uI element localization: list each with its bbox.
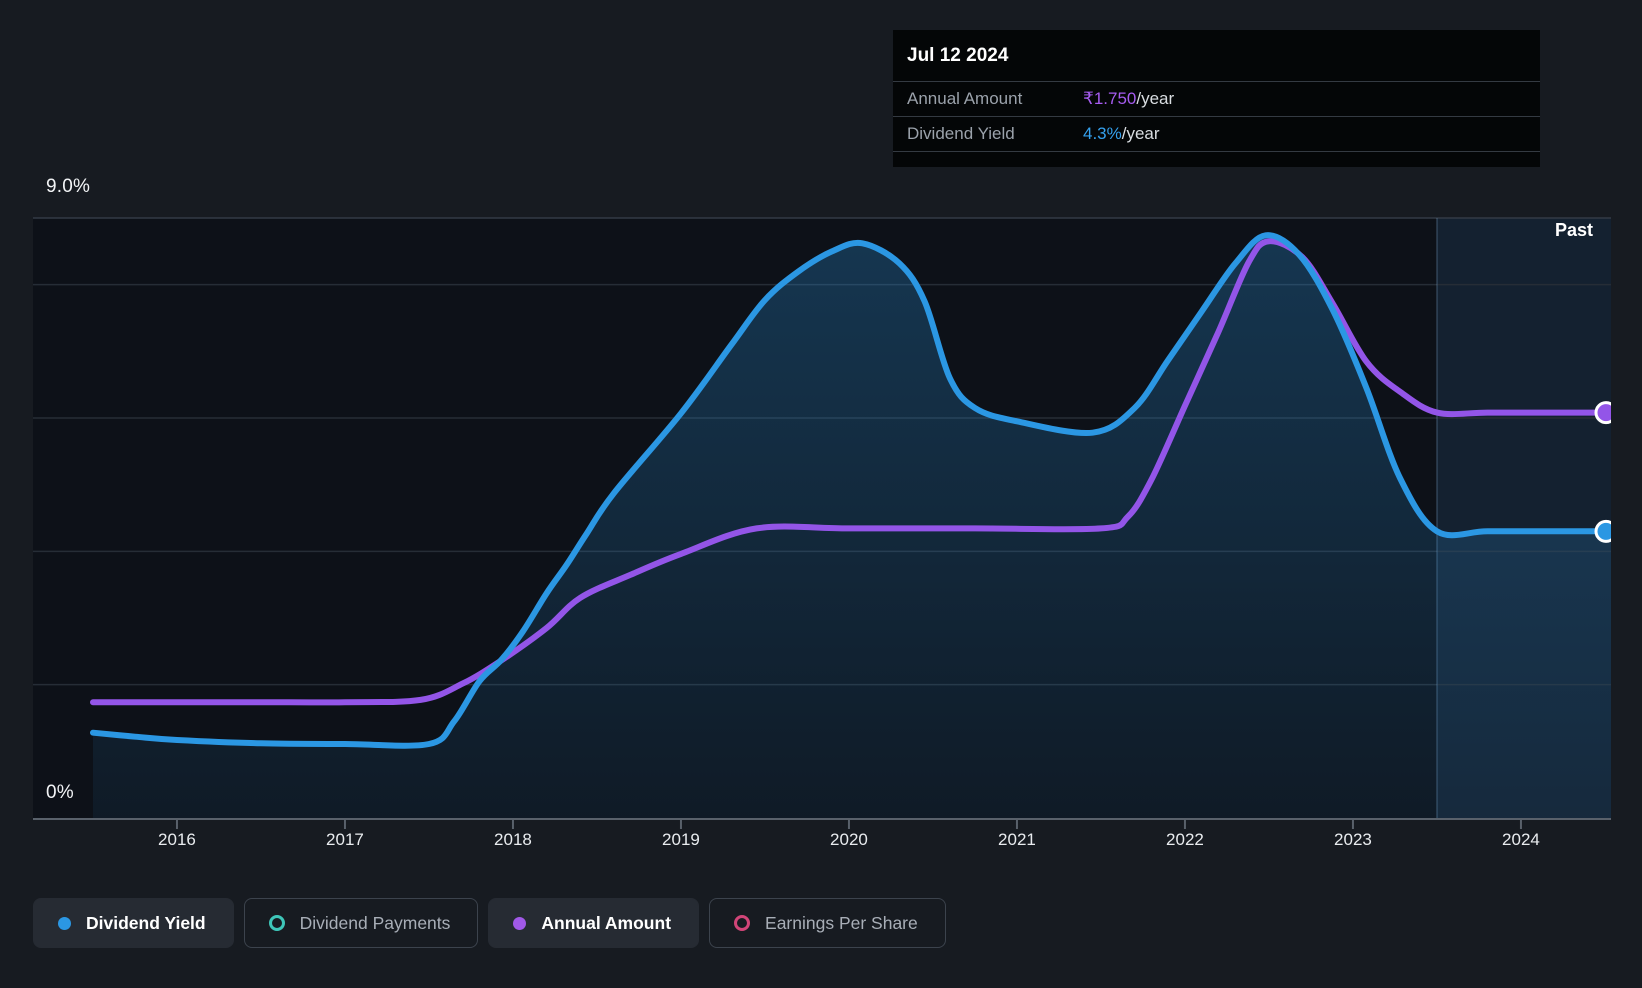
x-tick-label-2019: 2019	[662, 830, 700, 849]
legend-label: Dividend Yield	[86, 912, 206, 933]
legend-pill-annual-amount[interactable]: Annual Amount	[488, 898, 700, 948]
x-tick-label-2021: 2021	[998, 830, 1036, 849]
chart-tooltip: Jul 12 2024 Annual Amount ₹1.750 /year D…	[893, 30, 1540, 167]
y-axis-max-label: 9.0%	[46, 176, 91, 197]
tooltip-value-suffix: /year	[1136, 89, 1175, 108]
legend-pill-dividend-yield[interactable]: Dividend Yield	[33, 898, 234, 948]
tooltip-value: 4.3%	[1083, 124, 1122, 143]
x-tick-label-2024: 2024	[1502, 830, 1540, 849]
x-tick-label-2023: 2023	[1334, 830, 1372, 849]
x-tick-label-2018: 2018	[494, 830, 532, 849]
chart-plot-area[interactable]	[33, 218, 1611, 818]
earnings-per-share-dot-icon	[734, 915, 751, 931]
legend-pill-dividend-payments[interactable]: Dividend Payments	[243, 898, 479, 948]
legend-label: Annual Amount	[541, 912, 672, 933]
tooltip-label: Dividend Yield	[907, 124, 1015, 143]
legend-pill-earnings-per-share[interactable]: Earnings Per Share	[709, 898, 946, 948]
tooltip-row-annual-amount: Annual Amount ₹1.750 /year	[893, 82, 1540, 117]
x-tick-label-2016: 2016	[158, 830, 196, 849]
tooltip-date: Jul 12 2024	[893, 30, 1540, 82]
x-tick-label-2020: 2020	[830, 830, 868, 849]
legend-label: Earnings Per Share	[765, 912, 918, 933]
tooltip-value-suffix: /year	[1121, 124, 1160, 143]
chart-legend: Dividend Yield Dividend Payments Annual Am…	[33, 898, 946, 948]
tooltip-padding	[893, 152, 1540, 167]
legend-label: Dividend Payments	[299, 912, 451, 933]
y-axis-min-label: 0%	[46, 782, 74, 803]
tooltip-label: Annual Amount	[907, 89, 1023, 108]
dividend-yield-dot-icon	[58, 916, 71, 930]
x-tick-label-2017: 2017	[326, 830, 364, 849]
annual-amount-dot-icon	[513, 916, 527, 930]
x-tick-label-2022: 2022	[1166, 830, 1204, 849]
tooltip-row-dividend-yield: Dividend Yield 4.3% /year	[893, 117, 1540, 152]
dividend-payments-dot-icon	[268, 915, 285, 931]
tooltip-value: ₹1.750	[1083, 89, 1137, 108]
past-region-label: Past	[1554, 220, 1593, 240]
